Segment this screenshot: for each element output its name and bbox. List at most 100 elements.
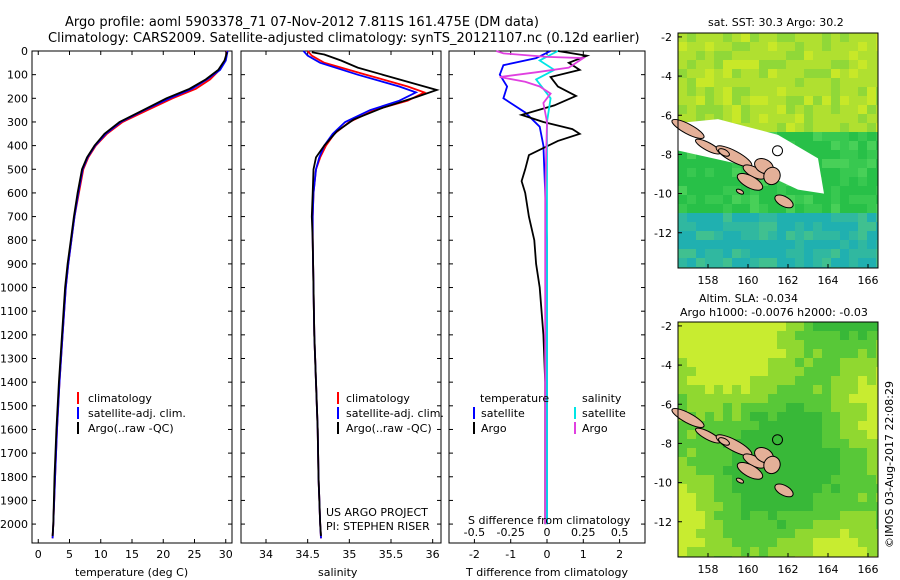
y-tick-label: 300 [7, 116, 28, 129]
map-cell [795, 123, 804, 132]
map-cell [804, 105, 813, 114]
map-cell [687, 258, 696, 267]
map-cell [804, 430, 813, 439]
map-cell [822, 33, 831, 42]
diff-xlabel-top: S difference from climatology [468, 514, 631, 527]
map-cell [876, 457, 878, 466]
map-cell [750, 258, 759, 267]
map-cell [714, 60, 723, 69]
x-tick-label: 30 [219, 548, 233, 561]
x-tick-label: 35 [342, 548, 356, 561]
map-cell [858, 538, 867, 547]
map-cell [840, 42, 849, 51]
map-cell [750, 69, 759, 78]
map-cell [795, 457, 804, 466]
x-tick-label: -1 [505, 548, 516, 561]
map-cell [777, 123, 786, 132]
map-cell [750, 213, 759, 222]
map-cell [768, 51, 777, 60]
map-cell [867, 412, 876, 421]
map-cell [795, 520, 804, 529]
map-cell [795, 78, 804, 87]
map-cell [705, 385, 714, 394]
map-cell [840, 448, 849, 457]
map-cell [678, 258, 687, 267]
map-cell [732, 376, 741, 385]
map-cell [687, 448, 696, 457]
map-cell [750, 340, 759, 349]
map-cell [786, 204, 795, 213]
map-cell [795, 331, 804, 340]
island [774, 483, 794, 498]
map-cell [786, 403, 795, 412]
map-cell [714, 376, 723, 385]
map-cell [795, 448, 804, 457]
map-cell [804, 448, 813, 457]
series-line-climatology [51, 50, 228, 539]
map-cell [696, 186, 705, 195]
map-cell [840, 412, 849, 421]
map-cell [858, 394, 867, 403]
map-cell [741, 520, 750, 529]
map-cell [849, 114, 858, 123]
map-cell [687, 322, 696, 331]
map-cell [732, 105, 741, 114]
map-cell [822, 340, 831, 349]
map-cell [687, 96, 696, 105]
difference-panel: -2 -1 0 1 2 -0.5 -0.25 0 0.25 0.5 [448, 50, 646, 561]
map-cell [768, 439, 777, 448]
map-cell [705, 412, 714, 421]
map-cell [858, 340, 867, 349]
map-cell [768, 87, 777, 96]
series-line-satellite-adj-clim- [51, 50, 229, 539]
map-cell [678, 96, 687, 105]
map-cell [777, 87, 786, 96]
map-cell [741, 430, 750, 439]
legend-argo-s: Argo(..raw -QC) [346, 422, 432, 435]
map-cell [678, 457, 687, 466]
map-cell [822, 87, 831, 96]
map-cell [876, 186, 878, 195]
map-cell [705, 484, 714, 493]
map-cell [687, 168, 696, 177]
map-cell [840, 204, 849, 213]
map-cell [750, 322, 759, 331]
map-cell [696, 367, 705, 376]
map-cell [777, 547, 786, 556]
map-cell [804, 358, 813, 367]
map-cell [867, 132, 876, 141]
map-cell [777, 51, 786, 60]
map-cell [678, 213, 687, 222]
map-cell [849, 484, 858, 493]
map-cell [849, 141, 858, 150]
map-cell [813, 376, 822, 385]
map-cell [840, 322, 849, 331]
map-cell [705, 222, 714, 231]
map-cell [858, 529, 867, 538]
map-cell [768, 520, 777, 529]
series-line-argo-raw-qc- [51, 51, 228, 536]
map-cell [786, 529, 795, 538]
map-cell [768, 493, 777, 502]
map-cell [849, 475, 858, 484]
map-cell [759, 249, 768, 258]
map-cell [831, 240, 840, 249]
map-cell [795, 376, 804, 385]
map-cell [813, 538, 822, 547]
map-cell [714, 33, 723, 42]
x-tick-label: 10 [94, 548, 108, 561]
map-cell [678, 430, 687, 439]
map-cell [714, 349, 723, 358]
map-cell [759, 529, 768, 538]
map-cell [831, 231, 840, 240]
y-tick-label: 1100 [0, 305, 28, 318]
map-cell [768, 358, 777, 367]
map-cell [687, 538, 696, 547]
map-cell [786, 105, 795, 114]
map-cell [849, 520, 858, 529]
series-line-climatology [307, 50, 427, 539]
salinity-panel: 34 34.5 35 35.5 36 [240, 50, 442, 561]
map-cell [705, 466, 714, 475]
map-cell [867, 358, 876, 367]
